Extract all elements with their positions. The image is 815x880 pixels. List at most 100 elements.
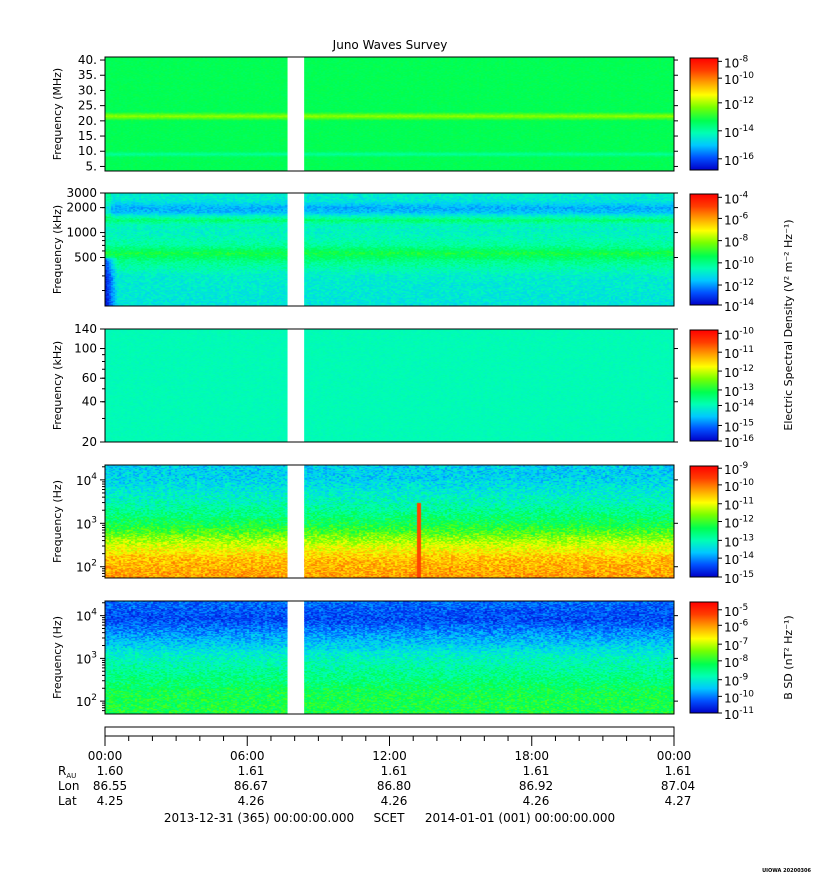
colorbar-tick-label: 10-10 (724, 326, 754, 342)
colorbar-tick-label: 10-11 (724, 497, 754, 513)
ephemeris-value: 86.92 (519, 779, 553, 793)
panels: 5.10.15.20.25. 30.35.40. Frequency (MHz) 10… (51, 53, 795, 722)
y-axis-label: Frequency (Hz) (51, 616, 64, 699)
y-tick-label: 35. (78, 68, 97, 82)
colorbar-tick-label: 10-12 (724, 364, 754, 380)
ephemeris-value: 4.27 (665, 794, 692, 808)
ephemeris-value: 1.61 (381, 764, 408, 778)
y-tick-label: 40 (82, 395, 97, 409)
spectrogram-p5 (105, 601, 674, 714)
ephemeris-value: 87.04 (661, 779, 695, 793)
time-range-end: 2014-01-01 (001) 00:00:00.000 (425, 811, 615, 825)
ephemeris-value: 86.67 (234, 779, 268, 793)
ephemeris-value: 86.55 (93, 779, 127, 793)
ephemeris-value: 1.61 (665, 764, 692, 778)
colorbar-tick-label: 10-13 (724, 533, 754, 549)
y-tick-label: 103 (76, 515, 97, 531)
colorbar-tick-label: 10-15 (724, 418, 754, 434)
colorbar-tick-label: 10-5 (724, 603, 748, 619)
colorbar-tick-label: 10-16 (724, 152, 754, 168)
plot-frame (104, 328, 675, 443)
y-tick-label: 104 (76, 608, 97, 624)
colorbar-tick-label: 10-14 (724, 124, 754, 140)
y-tick-label: 40. (78, 53, 97, 67)
y-tick-label: 20 (82, 435, 97, 449)
time-range-start: 2013-12-31 (365) 00:00:00.000 (164, 811, 354, 825)
plot-frame (104, 56, 675, 172)
colorbar (689, 193, 719, 306)
data-gap (287, 192, 305, 307)
y-tick-label: 5. (86, 159, 97, 173)
y-axis-label: Frequency (Hz) (51, 480, 64, 563)
y-tick-label: 60 (82, 371, 97, 385)
data-gap (287, 464, 305, 579)
ephemeris-value: 1.61 (523, 764, 550, 778)
ephemeris-label: Lat (58, 794, 77, 808)
colorbar-label: B SD (nT² Hz⁻¹) (782, 615, 795, 699)
ephemeris-value: 4.26 (381, 794, 408, 808)
ephemeris-value: 1.61 (238, 764, 265, 778)
plot-frame (104, 464, 675, 579)
colorbar (689, 601, 719, 714)
y-tick-label: 102 (76, 559, 97, 575)
panel-p1: 5.10.15.20.25. 30.35.40. Frequency (MHz) 10… (51, 53, 754, 173)
y-axis-label: Frequency (kHz) (51, 205, 64, 294)
colorbar-tick-label: 10-11 (724, 345, 754, 361)
data-gap (287, 56, 305, 172)
y-tick-label: 500 (74, 251, 97, 265)
colorbar-tick-label: 10-8 (724, 654, 749, 670)
colorbar-tick-label: 10-12 (724, 515, 754, 531)
colorbar-tick-label: 10-10 (724, 689, 754, 705)
y-axis-label: Frequency (MHz) (51, 68, 64, 160)
y-tick-label: 2000 (66, 201, 97, 215)
spectrogram-p3 (105, 329, 674, 442)
x-tick-label: 00:00 (88, 749, 123, 763)
y-tick-label: 140 (74, 322, 97, 336)
x-tick-label: 06:00 (230, 749, 265, 763)
y-tick-label: 3000 (66, 186, 97, 200)
time-range-label: SCET (374, 811, 406, 825)
colorbar (689, 329, 719, 442)
panel-p4: 102 103 104 Frequency (Hz) 10-15 10-14 10-13 10… (51, 461, 754, 586)
colorbar-tick-label: 10-6 (724, 618, 749, 634)
colorbar-tick-label: 10-15 (724, 570, 754, 586)
colorbar-tick-label: 10-7 (724, 637, 748, 653)
y-tick-label: 20. (78, 114, 97, 128)
ephemeris-value: 4.25 (97, 794, 124, 808)
ephemeris-table: RAU 1.60 1.61 1.61 1.61 1.61 Lon 86.55 86.67 86.8… (58, 764, 695, 808)
x-tick-label: 18:00 (514, 749, 549, 763)
colorbar-tick-label: 10-6 (724, 211, 749, 227)
colorbar-tick-label: 10-14 (724, 298, 754, 314)
colorbar (689, 57, 719, 171)
colorbar-label: Electric Spectral Density (V² m⁻² Hz⁻¹) (782, 219, 795, 430)
colorbar-tick-label: 10-10 (724, 256, 754, 272)
colorbar-tick-label: 10-14 (724, 551, 754, 567)
y-axis-label: Frequency (kHz) (51, 341, 64, 430)
y-tick-label: 15. (78, 129, 97, 143)
colorbar-tick-label: 10-12 (724, 278, 754, 294)
colorbar-tick-label: 10-16 (724, 434, 754, 450)
chart-title: Juno Waves Survey (332, 38, 448, 52)
colorbar (689, 465, 719, 578)
ephemeris-label: Lon (58, 779, 79, 793)
ephemeris-value: 86.80 (377, 779, 411, 793)
x-tick-label: 00:00 (657, 749, 692, 763)
ephemeris-value: 1.60 (97, 764, 124, 778)
y-tick-label: 30. (78, 83, 97, 97)
plot-frame (104, 192, 675, 307)
colorbar-tick-label: 10-4 (724, 190, 749, 206)
colorbar-tick-label: 10-11 (724, 706, 754, 722)
spectrogram-p4 (105, 465, 674, 578)
colorbar-tick-label: 10-12 (724, 96, 754, 112)
colorbar-tick-label: 10-8 (724, 54, 749, 70)
colorbar-tick-label: 10-14 (724, 398, 754, 414)
time-axis-box (104, 726, 675, 737)
data-gap (287, 328, 305, 443)
y-tick-label: 103 (76, 650, 97, 666)
colorbar-tick-label: 10-9 (724, 461, 749, 477)
time-axis: 00:00 06:00 12:00 18:00 00:00 (88, 726, 692, 763)
